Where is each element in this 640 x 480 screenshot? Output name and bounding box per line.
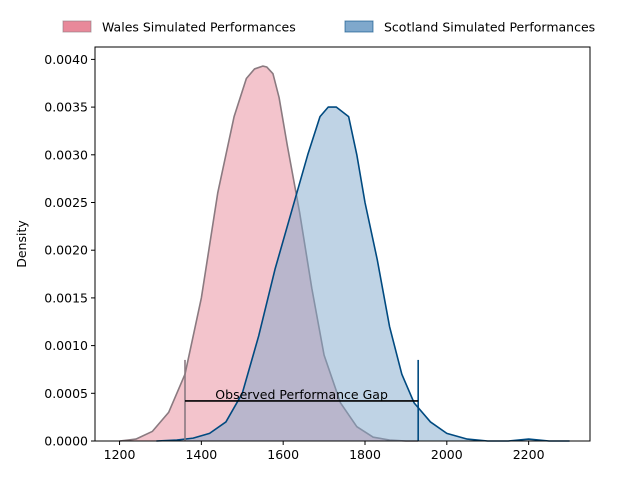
y-tick-label: 0.0040 xyxy=(44,52,88,67)
legend-label-1: Scotland Simulated Performances xyxy=(384,20,595,35)
x-tick-label: 2000 xyxy=(431,447,463,462)
y-tick-label: 0.0020 xyxy=(44,243,88,258)
gap-annotation-label: Observed Performance Gap xyxy=(215,387,388,402)
y-tick-label: 0.0005 xyxy=(44,386,88,401)
y-axis-label: Density xyxy=(14,220,29,268)
y-tick-label: 0.0000 xyxy=(44,434,88,449)
x-tick-label: 1800 xyxy=(349,447,381,462)
series-line-1 xyxy=(156,106,570,442)
x-tick-label: 1600 xyxy=(267,447,299,462)
y-tick-label: 0.0035 xyxy=(44,100,88,115)
legend-swatch-0 xyxy=(62,20,92,33)
x-tick-label: 1200 xyxy=(104,447,136,462)
y-tick-label: 0.0010 xyxy=(44,338,88,353)
legend-swatch-1 xyxy=(344,20,374,33)
legend: Wales Simulated Performances Scotland Sim… xyxy=(62,20,595,35)
y-tick-label: 0.0015 xyxy=(44,290,88,305)
series-area-1 xyxy=(156,107,570,441)
x-tick-label: 2200 xyxy=(513,447,545,462)
series-area-0 xyxy=(119,66,419,441)
y-tick-label: 0.0030 xyxy=(44,147,88,162)
y-tick-label: 0.0025 xyxy=(44,195,88,210)
plot-frame xyxy=(94,46,591,442)
legend-label-0: Wales Simulated Performances xyxy=(102,20,296,35)
plot-area: Observed Performance Gap 1200 1400 1600 1800… xyxy=(44,46,591,462)
x-tick-label: 1400 xyxy=(185,447,217,462)
